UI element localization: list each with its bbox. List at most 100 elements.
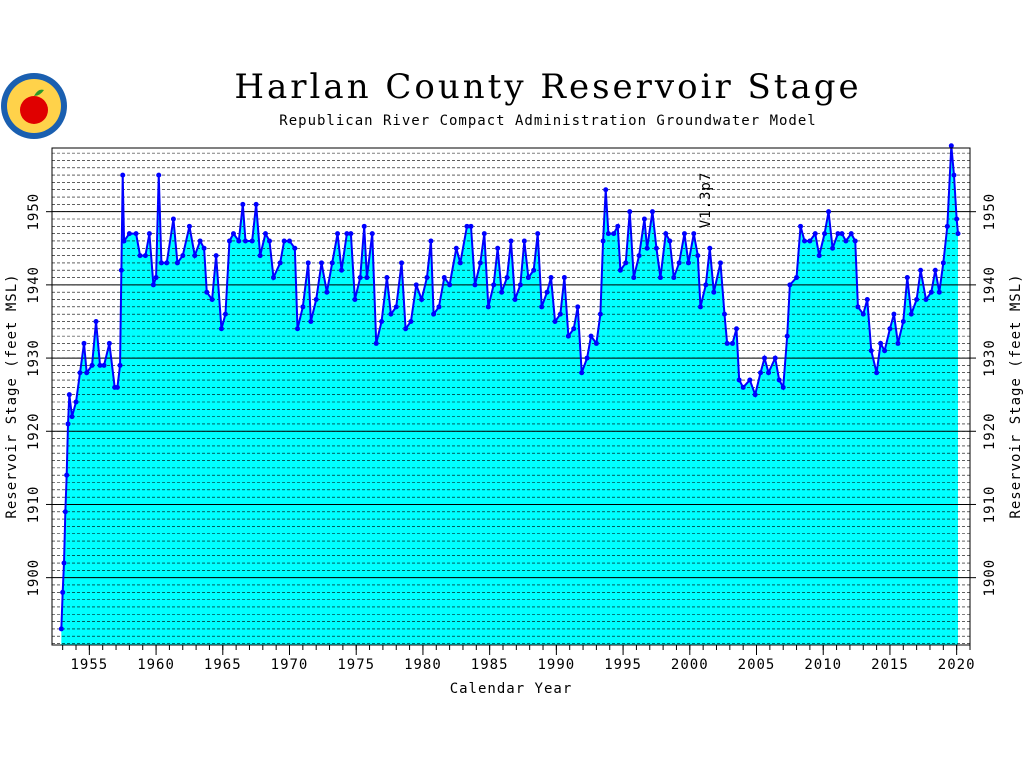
point: [707, 245, 713, 251]
point: [117, 362, 123, 368]
point: [277, 260, 283, 266]
point: [812, 231, 818, 237]
x-tick-label: 1965: [204, 657, 242, 673]
point: [729, 340, 735, 346]
point: [663, 231, 669, 237]
point: [201, 245, 207, 251]
x-tick-label: 1995: [604, 657, 642, 673]
point: [882, 348, 888, 354]
point: [826, 209, 832, 215]
point: [428, 238, 434, 244]
point: [802, 238, 808, 244]
point: [565, 333, 571, 339]
point: [240, 201, 246, 207]
point: [908, 311, 914, 317]
y2-tick-label: 1910: [982, 486, 998, 524]
point: [213, 253, 219, 259]
y-tick-label: 1950: [26, 193, 42, 231]
point: [230, 231, 236, 237]
point: [352, 297, 358, 303]
point: [118, 267, 124, 273]
logo: [1, 73, 67, 139]
point: [600, 238, 606, 244]
point: [266, 238, 272, 244]
point: [593, 340, 599, 346]
point: [150, 282, 156, 288]
area: [61, 145, 958, 645]
point: [575, 304, 581, 310]
point: [531, 267, 537, 273]
point: [579, 370, 585, 376]
point: [868, 348, 874, 354]
point: [73, 399, 79, 405]
point: [717, 260, 723, 266]
point: [703, 282, 709, 288]
point: [324, 289, 330, 295]
point: [928, 289, 934, 295]
point: [313, 297, 319, 303]
point: [676, 260, 682, 266]
y2-tick-label: 1950: [982, 193, 998, 231]
point: [711, 289, 717, 295]
x-tick-label: 1990: [538, 657, 576, 673]
plot-frame: [51, 147, 971, 646]
point: [114, 384, 120, 390]
point: [133, 231, 139, 237]
x-tick-label: 2010: [804, 657, 842, 673]
point: [544, 289, 550, 295]
point: [657, 275, 663, 281]
point: [281, 238, 287, 244]
point: [84, 370, 90, 376]
point: [308, 318, 314, 324]
point: [653, 245, 659, 251]
point: [399, 260, 405, 266]
x-tick-label: 1955: [71, 657, 109, 673]
point: [798, 223, 804, 229]
point: [457, 260, 463, 266]
point: [257, 253, 263, 259]
x-tick-label: 1985: [471, 657, 509, 673]
point: [180, 253, 186, 259]
point: [843, 238, 849, 244]
point: [339, 267, 345, 273]
point: [249, 238, 255, 244]
point: [424, 275, 430, 281]
point: [667, 238, 673, 244]
point: [940, 260, 946, 266]
point: [97, 362, 103, 368]
point: [403, 326, 409, 332]
x-tick-label: 1970: [271, 657, 309, 673]
point: [319, 260, 325, 266]
point: [504, 275, 510, 281]
point: [951, 172, 957, 178]
point: [766, 370, 772, 376]
point: [242, 238, 248, 244]
point: [807, 238, 813, 244]
point: [413, 282, 419, 288]
point: [66, 392, 72, 398]
point: [535, 231, 541, 237]
point: [447, 282, 453, 288]
point: [77, 370, 83, 376]
point: [758, 370, 764, 376]
point: [697, 304, 703, 310]
point: [611, 231, 617, 237]
point: [156, 172, 162, 178]
point: [62, 509, 68, 515]
point: [126, 231, 132, 237]
point: [932, 267, 938, 273]
point: [636, 253, 642, 259]
point: [860, 311, 866, 317]
point: [81, 340, 87, 346]
point: [605, 231, 611, 237]
point: [512, 297, 518, 303]
point: [641, 216, 647, 222]
point: [388, 311, 394, 317]
point: [887, 326, 893, 332]
point: [776, 377, 782, 383]
point: [93, 318, 99, 324]
y-tick-label: 1910: [26, 486, 42, 524]
point: [721, 311, 727, 317]
point: [373, 340, 379, 346]
